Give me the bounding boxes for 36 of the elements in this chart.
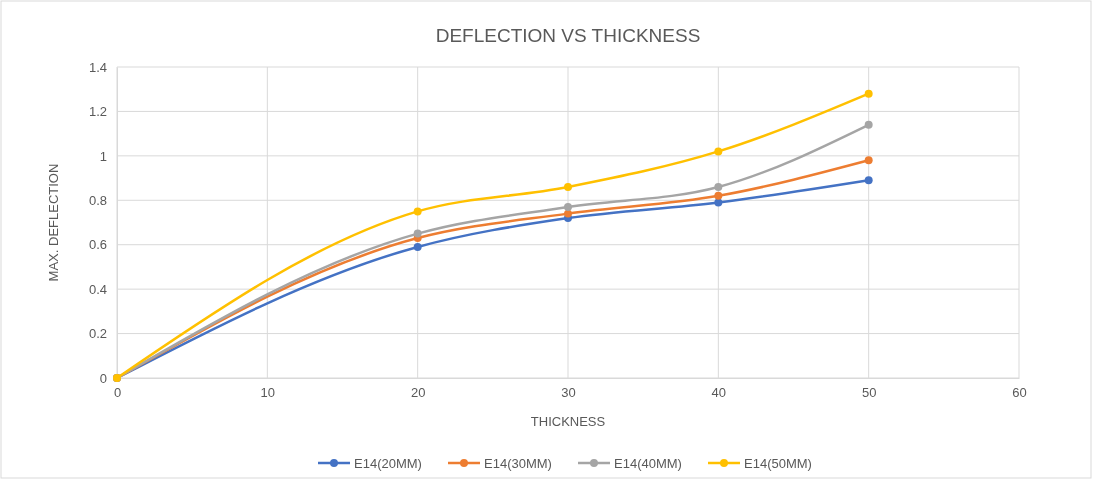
legend-label: E14(50MM)	[744, 455, 812, 471]
point	[564, 182, 572, 191]
point	[714, 182, 723, 191]
point	[413, 229, 422, 238]
y-tick-label: 1.4	[88, 59, 107, 75]
y-tick-label: 0	[99, 370, 107, 386]
y-tick-label: 0.4	[88, 281, 107, 297]
point	[564, 202, 572, 211]
point	[864, 89, 873, 98]
legend-label: E14(30MM)	[484, 455, 552, 471]
point	[714, 191, 723, 200]
legend-label: E14(40MM)	[614, 455, 682, 471]
point	[864, 176, 873, 185]
x-tick-label: 40	[711, 385, 727, 401]
x-tick-label: 10	[260, 385, 276, 401]
y-tick-label: 1	[99, 148, 107, 164]
x-tick-label: 20	[410, 385, 426, 401]
y-tick-label: 0.6	[88, 237, 107, 253]
y-tick-label: 1.2	[88, 104, 107, 120]
point	[413, 207, 422, 216]
point	[864, 156, 873, 165]
x-tick-label: 30	[561, 385, 576, 401]
y-tick-label: 0.8	[88, 192, 107, 208]
x-tick-label: 50	[861, 385, 877, 401]
y-axis-title: MAX. DEFLECTION	[46, 163, 61, 282]
point	[413, 242, 422, 251]
y-tick-label: 0.2	[88, 326, 107, 342]
legend-label: E14(20MM)	[354, 455, 422, 471]
chart-title: DEFLECTION VS THICKNESS	[435, 25, 701, 46]
point	[714, 147, 723, 156]
x-axis-title: THICKNESS	[530, 414, 606, 429]
point	[714, 198, 723, 207]
point	[864, 120, 873, 129]
x-tick-label: 0	[113, 385, 122, 401]
point	[564, 209, 572, 218]
x-tick-label: 60	[1012, 385, 1027, 401]
